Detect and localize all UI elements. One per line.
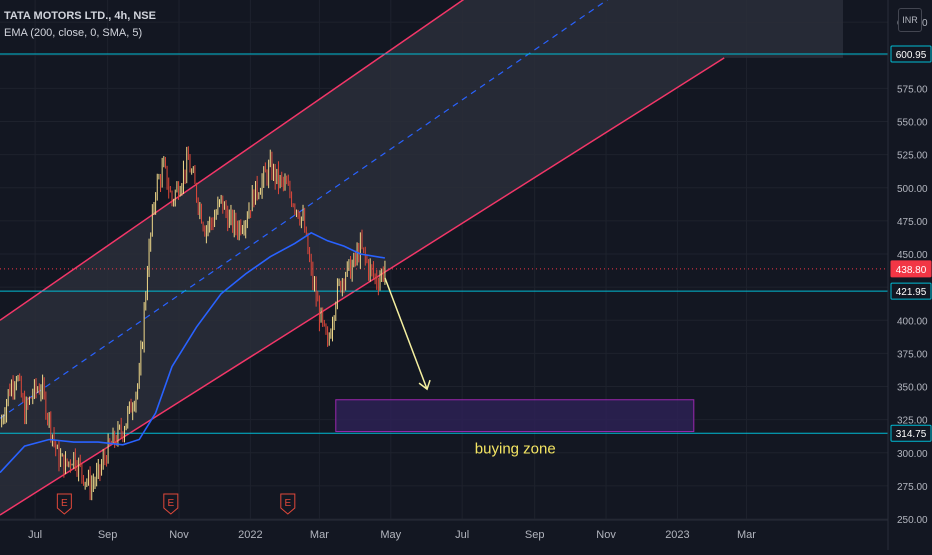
- price-label-text: 314.75: [896, 429, 927, 440]
- price-label-text: 438.80: [896, 265, 927, 276]
- time-axis-background: [0, 520, 888, 550]
- price-label-text: 421.95: [896, 287, 927, 298]
- channel-lower-line: [0, 57, 725, 516]
- x-tick-label: Nov: [169, 529, 189, 541]
- buying-zone-label: buying zone: [475, 441, 556, 458]
- y-tick-label: 525.00: [897, 151, 928, 162]
- earnings-badge: [56, 493, 72, 515]
- channel-upper-line: [0, 0, 465, 321]
- x-tick-label: May: [380, 529, 401, 541]
- buying-zone: [335, 399, 695, 433]
- indicator-title[interactable]: EMA (200, close, 0, SMA, 5): [4, 27, 143, 39]
- channel-mid-line: [0, 0, 609, 419]
- y-tick-label: 350.00: [897, 383, 928, 394]
- price-label-box: [890, 45, 932, 63]
- y-tick-label: 250.00: [897, 515, 928, 526]
- y-tick-label: 375.00: [897, 349, 928, 360]
- y-tick-label: 325.00: [897, 416, 928, 427]
- y-tick-label: 400.00: [897, 316, 928, 327]
- price-label-box: [890, 282, 932, 300]
- earnings-marker: E: [56, 493, 72, 515]
- price-label-box: [890, 424, 932, 442]
- price-label-box: [890, 260, 932, 278]
- y-tick-label: 275.00: [897, 482, 928, 493]
- y-tick-label: 550.00: [897, 118, 928, 129]
- x-tick-label: Jul: [28, 529, 42, 541]
- currency-button[interactable]: INR: [898, 8, 922, 32]
- x-tick-label: Sep: [98, 529, 118, 541]
- candles: [1, 146, 386, 501]
- earnings-badge: [280, 493, 296, 515]
- y-tick-label: 300.00: [897, 449, 928, 460]
- earnings-label: E: [167, 498, 174, 509]
- price-label: 314.75: [890, 424, 932, 442]
- channel-fill: [0, 0, 843, 516]
- y-tick-label: 575.00: [897, 84, 928, 95]
- y-tick-label: 450.00: [897, 250, 928, 261]
- earnings-label: E: [284, 498, 291, 509]
- earnings-marker: E: [163, 493, 179, 515]
- earnings-label: E: [61, 498, 68, 509]
- symbol-title[interactable]: TATA MOTORS LTD., 4h, NSE: [4, 10, 156, 22]
- x-tick-label: 2023: [665, 529, 689, 541]
- chart-legend: TATA MOTORS LTD., 4h, NSE EMA (200, clos…: [4, 8, 156, 42]
- arrow-line: [384, 277, 428, 390]
- earnings-badge: [163, 493, 179, 515]
- arrow-head: [418, 379, 431, 391]
- ema-line: [0, 231, 386, 474]
- price-label: 600.95: [890, 45, 932, 63]
- x-tick-label: Mar: [310, 529, 329, 541]
- x-tick-label: 2022: [238, 529, 262, 541]
- x-tick-label: Jul: [455, 529, 469, 541]
- x-tick-label: Nov: [596, 529, 616, 541]
- price-label: 438.80: [890, 260, 932, 278]
- earnings-marker: E: [280, 493, 296, 515]
- x-tick-label: Sep: [525, 529, 545, 541]
- x-tick-label: Mar: [737, 529, 756, 541]
- price-label-text: 600.95: [896, 50, 927, 61]
- y-tick-label: 475.00: [897, 217, 928, 228]
- price-label: 421.95: [890, 282, 932, 300]
- y-tick-label: 500.00: [897, 184, 928, 195]
